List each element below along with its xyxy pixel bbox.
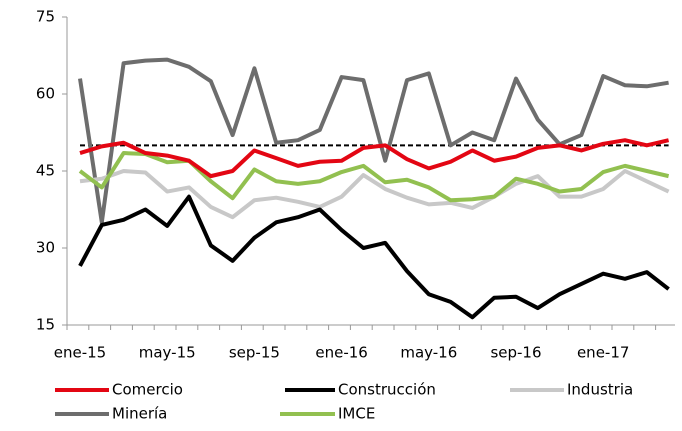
y-tick-label: 45	[36, 162, 55, 180]
x-tick-label: sep-16	[490, 344, 541, 362]
series-line	[78, 194, 670, 320]
y-tick-label: 75	[36, 8, 55, 26]
x-tick-label: ene-16	[315, 344, 367, 362]
legend-label: Comercio	[112, 381, 183, 399]
series-line	[79, 169, 670, 220]
x-tick-label: ene-17	[577, 344, 629, 362]
x-tick-label: sep-15	[229, 344, 280, 362]
legend-label: Minería	[112, 405, 167, 423]
legend-label: Construcción	[338, 381, 436, 399]
y-tick-label: 15	[36, 316, 55, 334]
x-tick-label: ene-15	[54, 344, 106, 362]
x-tick-label: may-16	[400, 344, 457, 362]
x-tick-label: may-15	[139, 344, 196, 362]
series-line	[79, 138, 670, 179]
y-tick-label: 30	[36, 239, 55, 257]
series-line	[78, 57, 669, 225]
legend-label: Industria	[567, 381, 633, 399]
series-line	[78, 151, 670, 203]
y-tick-label: 60	[36, 85, 55, 103]
legend-label: IMCE	[338, 405, 375, 423]
